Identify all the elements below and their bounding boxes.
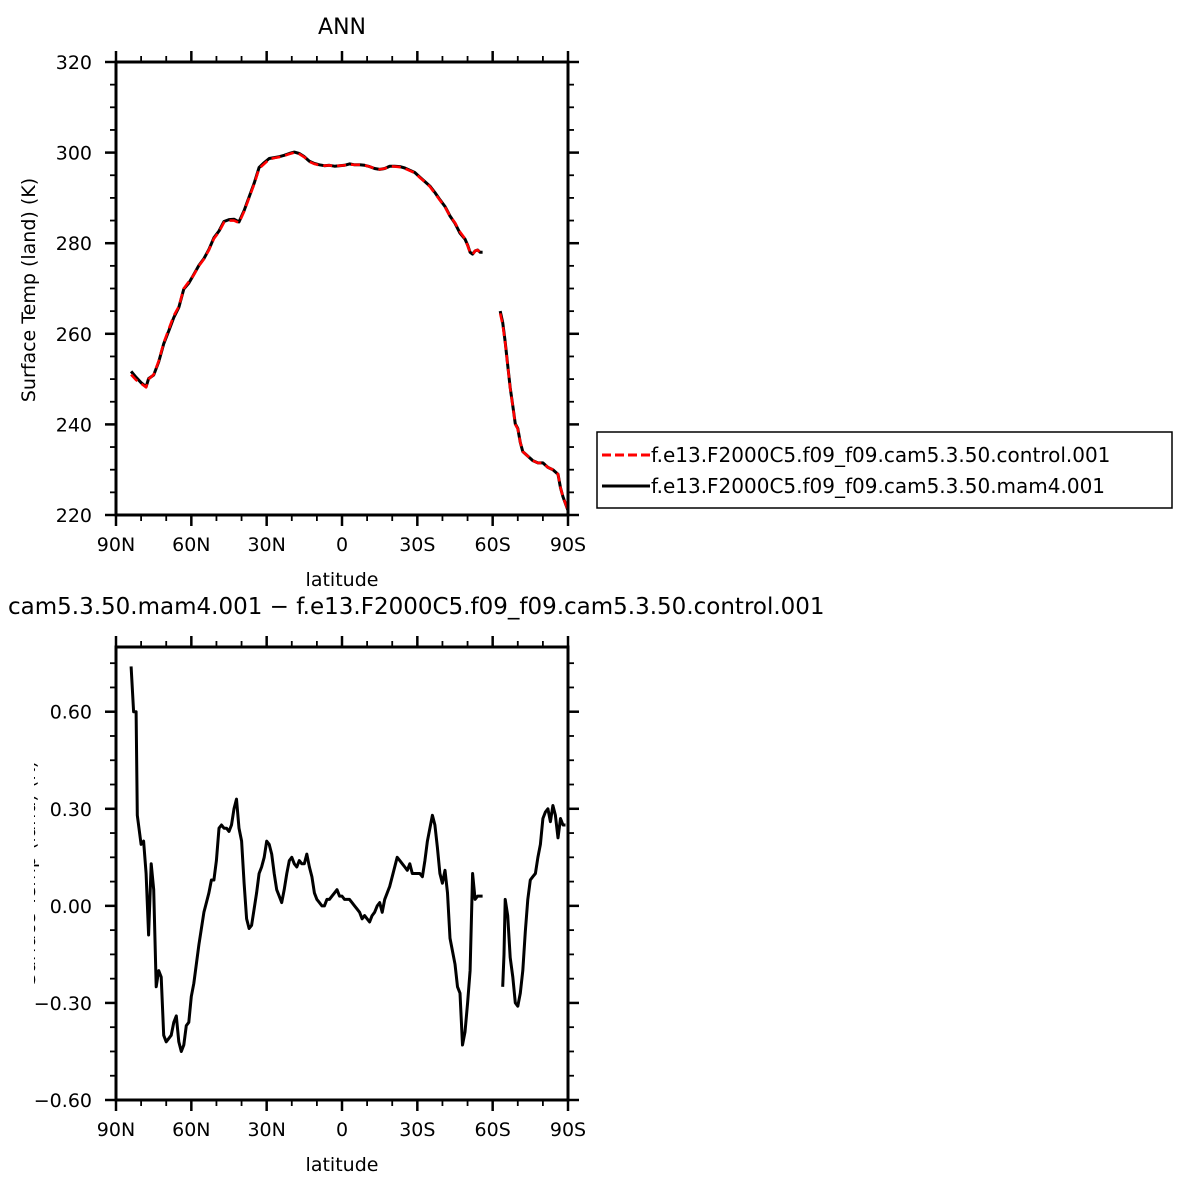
bottom-ytick-label-1: 0.30 — [50, 799, 92, 821]
top-ytick-label-4: 240 — [56, 414, 92, 436]
top-xtick-label-1: 60N — [172, 534, 210, 556]
bottom-ylabel-mask — [14, 715, 34, 1015]
bottom-xtick-label-6: 90S — [550, 1119, 586, 1141]
top-chart-axes: 90N 60N 30N 0 30S 60S 90S 320 300 280 260 240 220 — [56, 51, 586, 556]
top-chart-title: ANN — [318, 15, 366, 40]
legend: f.e13.F2000C5.f09_f09.cam5.3.50.control.… — [596, 431, 1173, 509]
top-xtick-label-5: 60S — [475, 534, 511, 556]
legend-label-control: f.e13.F2000C5.f09_f09.cam5.3.50.control.… — [651, 443, 1110, 467]
bottom-ytick-label-2: 0.00 — [50, 896, 92, 918]
bottom-series-0-segment-1 — [501, 804, 566, 1008]
top-xtick-label-2: 30N — [247, 534, 285, 556]
top-xtick-label-4: 30S — [399, 534, 435, 556]
top-xtick-label-0: 90N — [97, 534, 135, 556]
top-panel: ANN 90N 60N 30N 0 30S 60S 90S 320 300 280 260 240 22… — [18, 15, 586, 591]
bottom-xtick-label-3: 0 — [336, 1119, 348, 1141]
bottom-ytick-label-0: 0.60 — [50, 702, 92, 724]
bottom-ytick-label-3: −0.30 — [34, 993, 92, 1015]
bottom-xtick-label-5: 60S — [475, 1119, 511, 1141]
bottom-chart-axes: 90N 60N 30N 0 30S 60S 90S 0.60 0.30 0.00 −0.30 −0.6… — [34, 636, 586, 1141]
bottom-chart-xlabel: latitude — [306, 1154, 379, 1176]
bottom-ytick-label-4: −0.60 — [34, 1090, 92, 1112]
bottom-xtick-label-0: 90N — [97, 1119, 135, 1141]
top-xtick-label-6: 90S — [550, 534, 586, 556]
top-ytick-label-0: 320 — [56, 52, 92, 74]
bottom-panel: cam5.3.50.mam4.001 − f.e13.F2000C5.f09_f… — [8, 594, 825, 1176]
top-xtick-label-3: 0 — [336, 534, 348, 556]
top-series-0-segment-1 — [498, 313, 570, 511]
top-series-1-segment-1 — [498, 310, 570, 512]
top-series-0-segment-0 — [130, 151, 483, 389]
legend-label-mam4: f.e13.F2000C5.f09_f09.cam5.3.50.mam4.001 — [651, 474, 1105, 498]
top-chart-ylabel: Surface Temp (land) (K) — [18, 178, 40, 402]
bottom-chart-title: cam5.3.50.mam4.001 − f.e13.F2000C5.f09_f… — [8, 594, 825, 620]
bottom-xtick-label-2: 30N — [247, 1119, 285, 1141]
top-chart-series-layer — [129, 150, 570, 512]
bottom-xtick-label-4: 30S — [399, 1119, 435, 1141]
bottom-chart-frame — [114, 645, 570, 1102]
top-ytick-label-5: 220 — [56, 505, 92, 527]
top-ytick-label-2: 280 — [56, 233, 92, 255]
top-chart-xlabel: latitude — [306, 569, 379, 591]
legend-box — [596, 431, 1173, 509]
bottom-series-0-segment-0 — [129, 666, 483, 1053]
top-ytick-label-3: 260 — [56, 324, 92, 346]
top-ytick-label-1: 300 — [56, 143, 92, 165]
bottom-xtick-label-1: 60N — [172, 1119, 210, 1141]
bottom-chart-series-layer — [129, 666, 566, 1053]
